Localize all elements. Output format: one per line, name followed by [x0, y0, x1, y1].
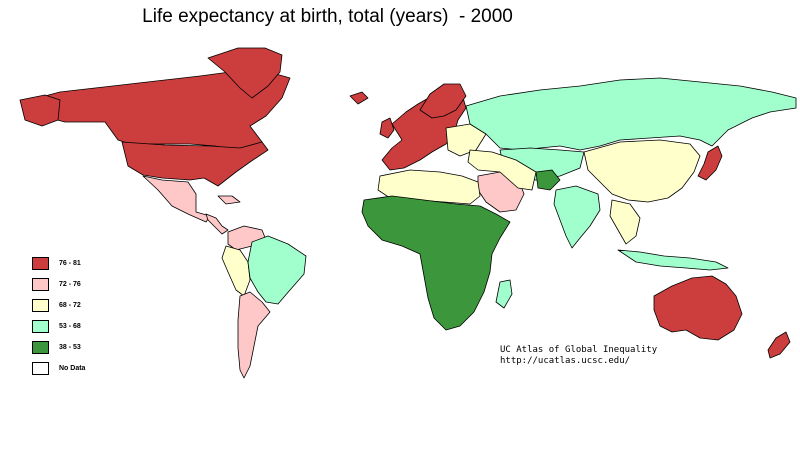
legend-item: 38 - 53: [32, 337, 85, 358]
legend-swatch: [32, 299, 49, 312]
legend-item: 76 - 81: [32, 253, 85, 274]
region-india: [553, 185, 601, 249]
region-central-america: [205, 213, 229, 235]
legend-swatch: [32, 278, 49, 291]
legend-label: 76 - 81: [59, 260, 81, 267]
region-brazil: [247, 235, 307, 305]
legend-label: 38 - 53: [59, 344, 81, 351]
region-alaska: [19, 94, 61, 127]
legend-item: 53 - 68: [32, 316, 85, 337]
source-credit: UC Atlas of Global Inequality http://uca…: [500, 345, 657, 367]
region-japan: [697, 145, 723, 181]
legend-label: 72 - 76: [59, 281, 81, 288]
region-caribbean: [217, 195, 241, 205]
region-southeast-asia: [609, 199, 641, 245]
region-indonesia: [617, 249, 729, 271]
legend-label: No Data: [59, 365, 86, 372]
region-madagascar: [495, 279, 513, 309]
legend-swatch: [32, 362, 49, 375]
region-new-zealand: [767, 331, 791, 359]
region-mexico: [142, 175, 211, 223]
legend: 76 - 81 72 - 76 68 - 72 53 - 68 38 - 53 …: [32, 253, 85, 379]
map-title: Life expectancy at birth, total (years) …: [142, 6, 513, 27]
region-uk: [379, 117, 395, 139]
region-australia: [653, 275, 743, 341]
credit-line: UC Atlas of Global Inequality: [500, 345, 658, 355]
region-usa: [121, 141, 269, 187]
legend-swatch: [32, 341, 49, 354]
region-iceland: [349, 91, 369, 105]
region-andes: [221, 245, 251, 297]
region-china: [583, 139, 701, 203]
region-scandinavia: [419, 83, 467, 119]
legend-item: 72 - 76: [32, 274, 85, 295]
legend-item: No Data: [32, 358, 85, 379]
credit-url: http://ucatlas.ucsc.edu/: [500, 356, 631, 366]
legend-swatch: [32, 320, 49, 333]
legend-item: 68 - 72: [32, 295, 85, 316]
region-iran: [467, 149, 537, 191]
region-afghanistan: [535, 169, 561, 191]
legend-swatch: [32, 257, 49, 270]
region-subsaharan-africa: [361, 195, 511, 331]
legend-label: 53 - 68: [59, 323, 81, 330]
legend-label: 68 - 72: [59, 302, 81, 309]
region-greenland: [207, 47, 283, 99]
region-russia: [465, 77, 797, 151]
region-southern-cone: [237, 291, 271, 379]
region-canada: [29, 69, 291, 151]
